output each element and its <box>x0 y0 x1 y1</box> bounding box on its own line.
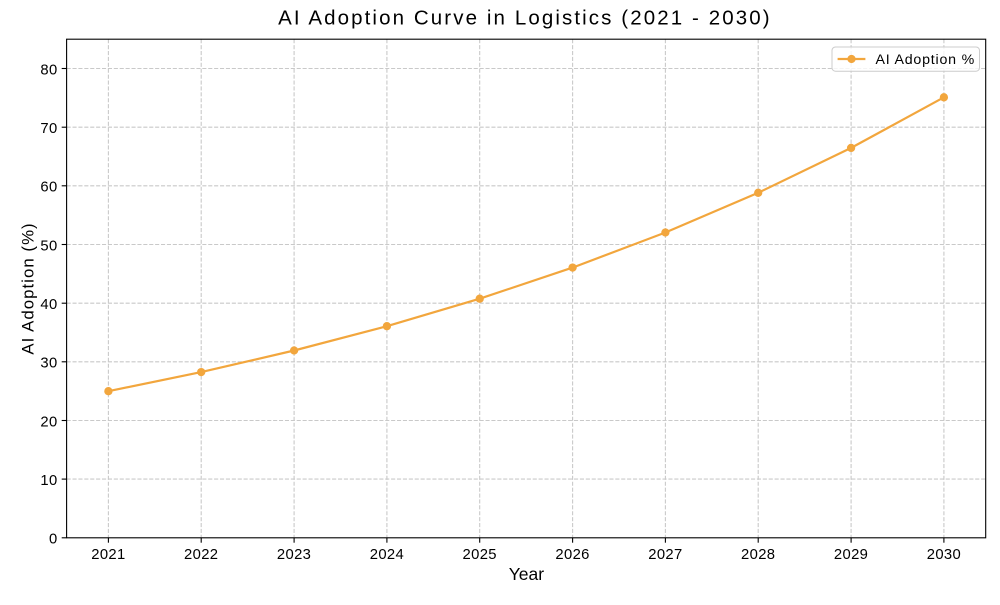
svg-text:2021: 2021 <box>91 547 125 563</box>
svg-text:60: 60 <box>40 180 57 196</box>
svg-text:10: 10 <box>40 473 57 489</box>
svg-text:AI Adoption %: AI Adoption % <box>876 52 976 68</box>
svg-text:20: 20 <box>40 414 57 430</box>
svg-text:AI Adoption Curve in Logistics: AI Adoption Curve in Logistics (2021 - 2… <box>278 7 772 30</box>
svg-text:2022: 2022 <box>184 547 218 563</box>
svg-text:2024: 2024 <box>370 547 404 563</box>
svg-text:30: 30 <box>40 356 57 372</box>
svg-text:2030: 2030 <box>927 547 961 563</box>
svg-text:80: 80 <box>40 62 57 78</box>
svg-text:AI Adoption (%): AI Adoption (%) <box>18 222 37 354</box>
svg-text:70: 70 <box>40 121 57 137</box>
svg-text:50: 50 <box>40 238 57 254</box>
svg-text:2029: 2029 <box>834 547 868 563</box>
svg-text:40: 40 <box>40 297 57 313</box>
svg-text:2027: 2027 <box>648 547 682 563</box>
svg-text:2026: 2026 <box>555 547 589 563</box>
svg-text:0: 0 <box>49 532 58 548</box>
svg-text:Year: Year <box>509 564 545 584</box>
svg-text:2025: 2025 <box>463 547 497 563</box>
svg-text:2023: 2023 <box>277 547 311 563</box>
svg-text:2028: 2028 <box>741 547 775 563</box>
